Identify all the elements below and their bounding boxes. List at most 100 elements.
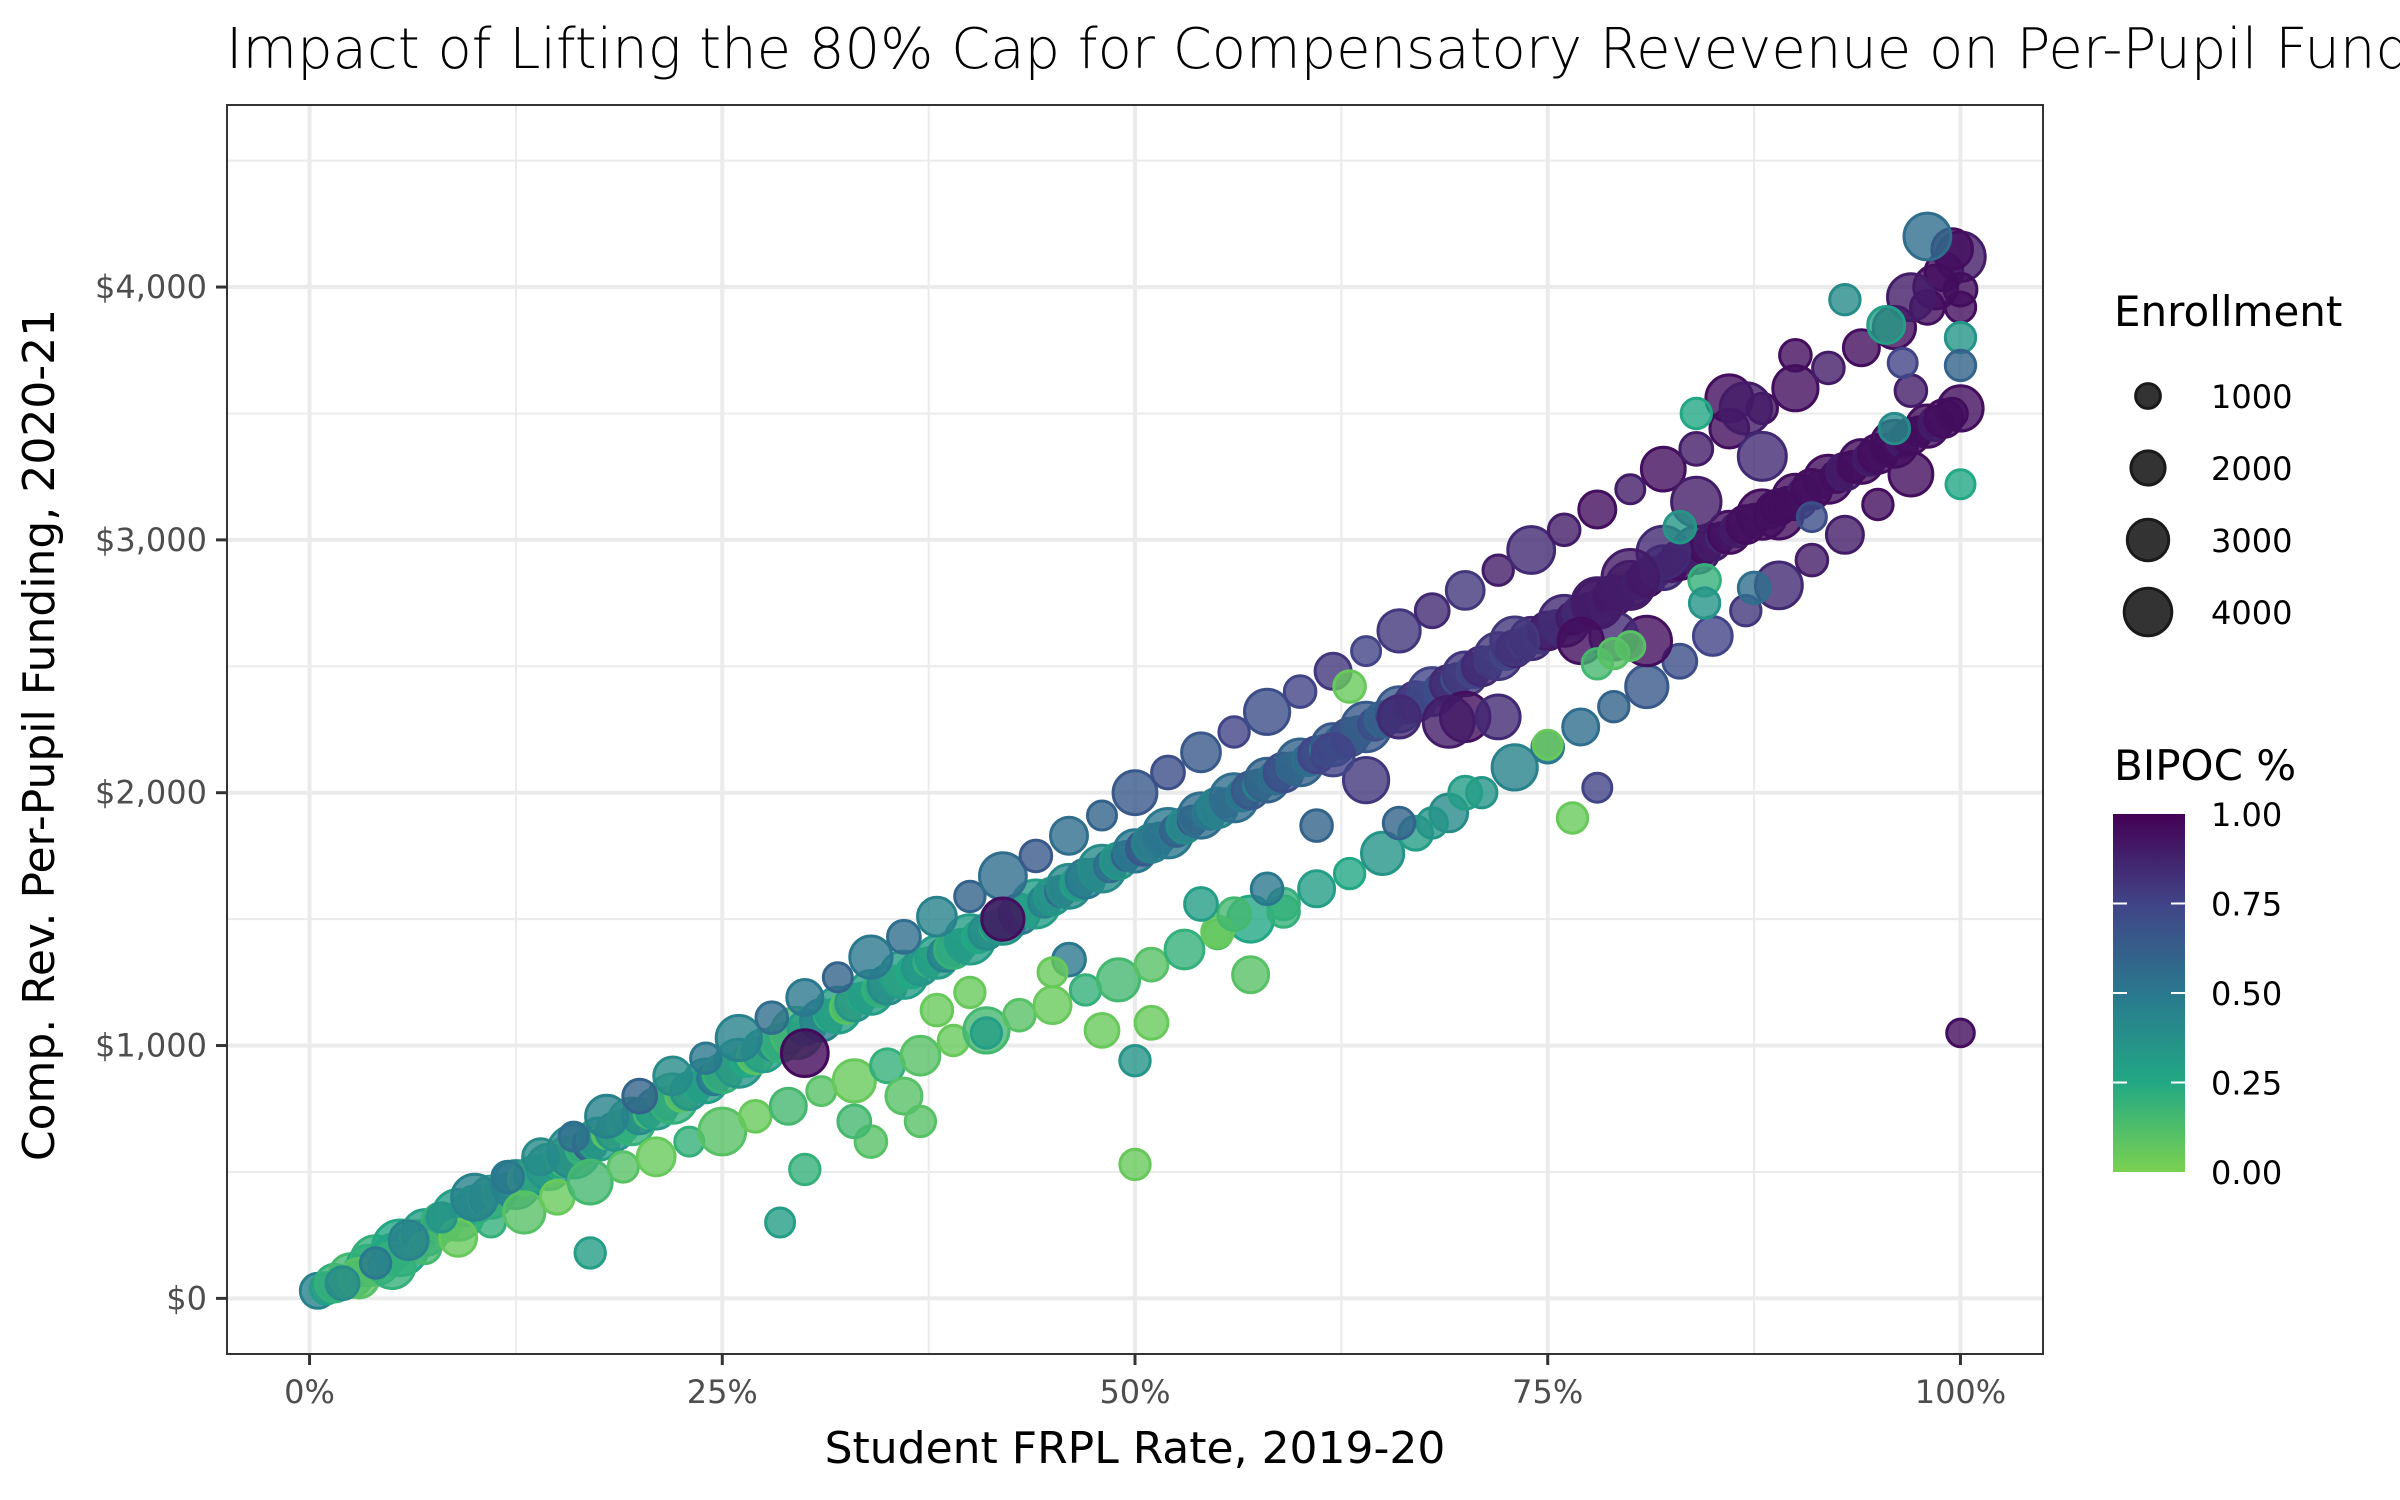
data-point	[635, 1136, 677, 1178]
data-point	[848, 934, 894, 980]
data-point	[621, 1077, 659, 1115]
data-point	[768, 1086, 808, 1126]
enrollment-legend-title: Enrollment	[2114, 287, 2342, 336]
data-point	[1413, 592, 1451, 630]
data-point	[1893, 373, 1929, 409]
data-point	[1614, 630, 1647, 663]
data-point	[1002, 997, 1037, 1033]
data-point	[1133, 1004, 1170, 1041]
data-point	[1111, 769, 1159, 817]
data-point	[1861, 487, 1895, 522]
data-point	[1310, 732, 1356, 778]
data-point	[1943, 348, 1978, 383]
data-point	[1841, 328, 1881, 368]
bipoc-legend: BIPOC % 1.00 0.75 0.50 0.25 0.00	[2113, 741, 2296, 1192]
data-point	[785, 978, 825, 1017]
data-point	[754, 1000, 790, 1036]
x-tick-label: 0%	[284, 1373, 335, 1411]
data-point	[1342, 756, 1391, 805]
data-point	[1811, 350, 1846, 386]
data-point	[1691, 615, 1734, 657]
data-point	[886, 918, 922, 955]
data-point	[1297, 869, 1337, 909]
data-point	[821, 961, 854, 994]
data-point	[1546, 512, 1582, 548]
data-point	[1753, 488, 1805, 541]
data-point	[919, 992, 955, 1028]
data-point	[1360, 830, 1406, 877]
data-point	[788, 1152, 822, 1187]
data-point	[1902, 211, 1953, 262]
data-point	[1332, 669, 1367, 704]
data-point	[425, 1201, 458, 1234]
data-point	[652, 1055, 694, 1097]
enrollment-legend-label: 1000	[2211, 378, 2292, 416]
y-axis: $0 $1,000 $2,000 $3,000 $4,000	[95, 268, 227, 1317]
data-point	[1490, 743, 1539, 792]
data-point	[1736, 430, 1788, 482]
data-point	[1415, 806, 1449, 840]
data-point	[1086, 799, 1118, 832]
plot-panel	[226, 104, 2044, 1355]
y-tick-label: $4,000	[95, 268, 207, 306]
bipoc-legend-label: 1.00	[2211, 796, 2282, 834]
data-point	[1506, 525, 1557, 575]
bipoc-legend-label: 0.00	[2211, 1154, 2282, 1192]
data-point	[1018, 838, 1054, 874]
data-point	[980, 896, 1026, 942]
data-point	[1555, 801, 1590, 835]
y-tick-label: $1,000	[95, 1027, 207, 1065]
data-point	[1282, 674, 1318, 709]
data-point	[1581, 771, 1614, 804]
data-point	[1249, 871, 1285, 907]
data-point	[836, 1103, 873, 1140]
data-point	[1662, 509, 1698, 545]
data-point	[738, 1099, 773, 1134]
data-point	[606, 1150, 640, 1184]
data-point	[689, 1041, 723, 1075]
data-point	[1886, 346, 1919, 379]
enrollment-legend-key	[2125, 517, 2171, 563]
data-point	[1828, 283, 1862, 317]
data-point	[1718, 381, 1774, 436]
data-point	[1624, 663, 1670, 710]
bipoc-legend-label: 0.50	[2211, 975, 2282, 1013]
data-point	[490, 1159, 526, 1195]
data-point	[1118, 1044, 1152, 1078]
chart-title: Impact of Lifting the 80% Cap for Compen…	[226, 17, 2400, 82]
enrollment-legend-key	[2122, 586, 2174, 638]
bipoc-legend-title: BIPOC %	[2114, 741, 2296, 790]
y-axis-title: Comp. Rev. Per-Pupil Funding, 2020-21	[14, 309, 65, 1161]
data-point	[916, 895, 958, 938]
data-point	[573, 1236, 607, 1270]
data-point	[1036, 956, 1069, 989]
x-tick-label: 25%	[687, 1373, 758, 1411]
data-point	[953, 879, 987, 914]
enrollment-legend-label: 2000	[2211, 450, 2292, 488]
data-point	[1481, 553, 1515, 587]
data-point	[1118, 1147, 1152, 1182]
x-tick-label: 100%	[1915, 1373, 2006, 1411]
data-point	[1943, 290, 1978, 324]
data-point	[1032, 985, 1073, 1026]
data-point	[450, 1172, 500, 1222]
data-point	[1332, 856, 1367, 891]
data-point	[557, 1120, 590, 1153]
data-point	[1531, 728, 1564, 761]
data-point	[1474, 693, 1522, 741]
data-point	[324, 1265, 361, 1302]
data-point	[884, 1076, 924, 1116]
enrollment-legend-label: 3000	[2211, 522, 2292, 560]
data-point	[1687, 586, 1722, 620]
data-point	[1180, 731, 1222, 774]
data-point	[1381, 805, 1417, 841]
y-tick-label: $0	[166, 1279, 207, 1317]
data-point	[1778, 338, 1813, 373]
enrollment-legend-label: 4000	[2211, 594, 2292, 632]
data-point	[1083, 1012, 1121, 1049]
data-point	[1163, 928, 1206, 971]
data-point	[1577, 489, 1618, 530]
data-point	[1049, 815, 1089, 856]
data-point	[1216, 896, 1252, 932]
